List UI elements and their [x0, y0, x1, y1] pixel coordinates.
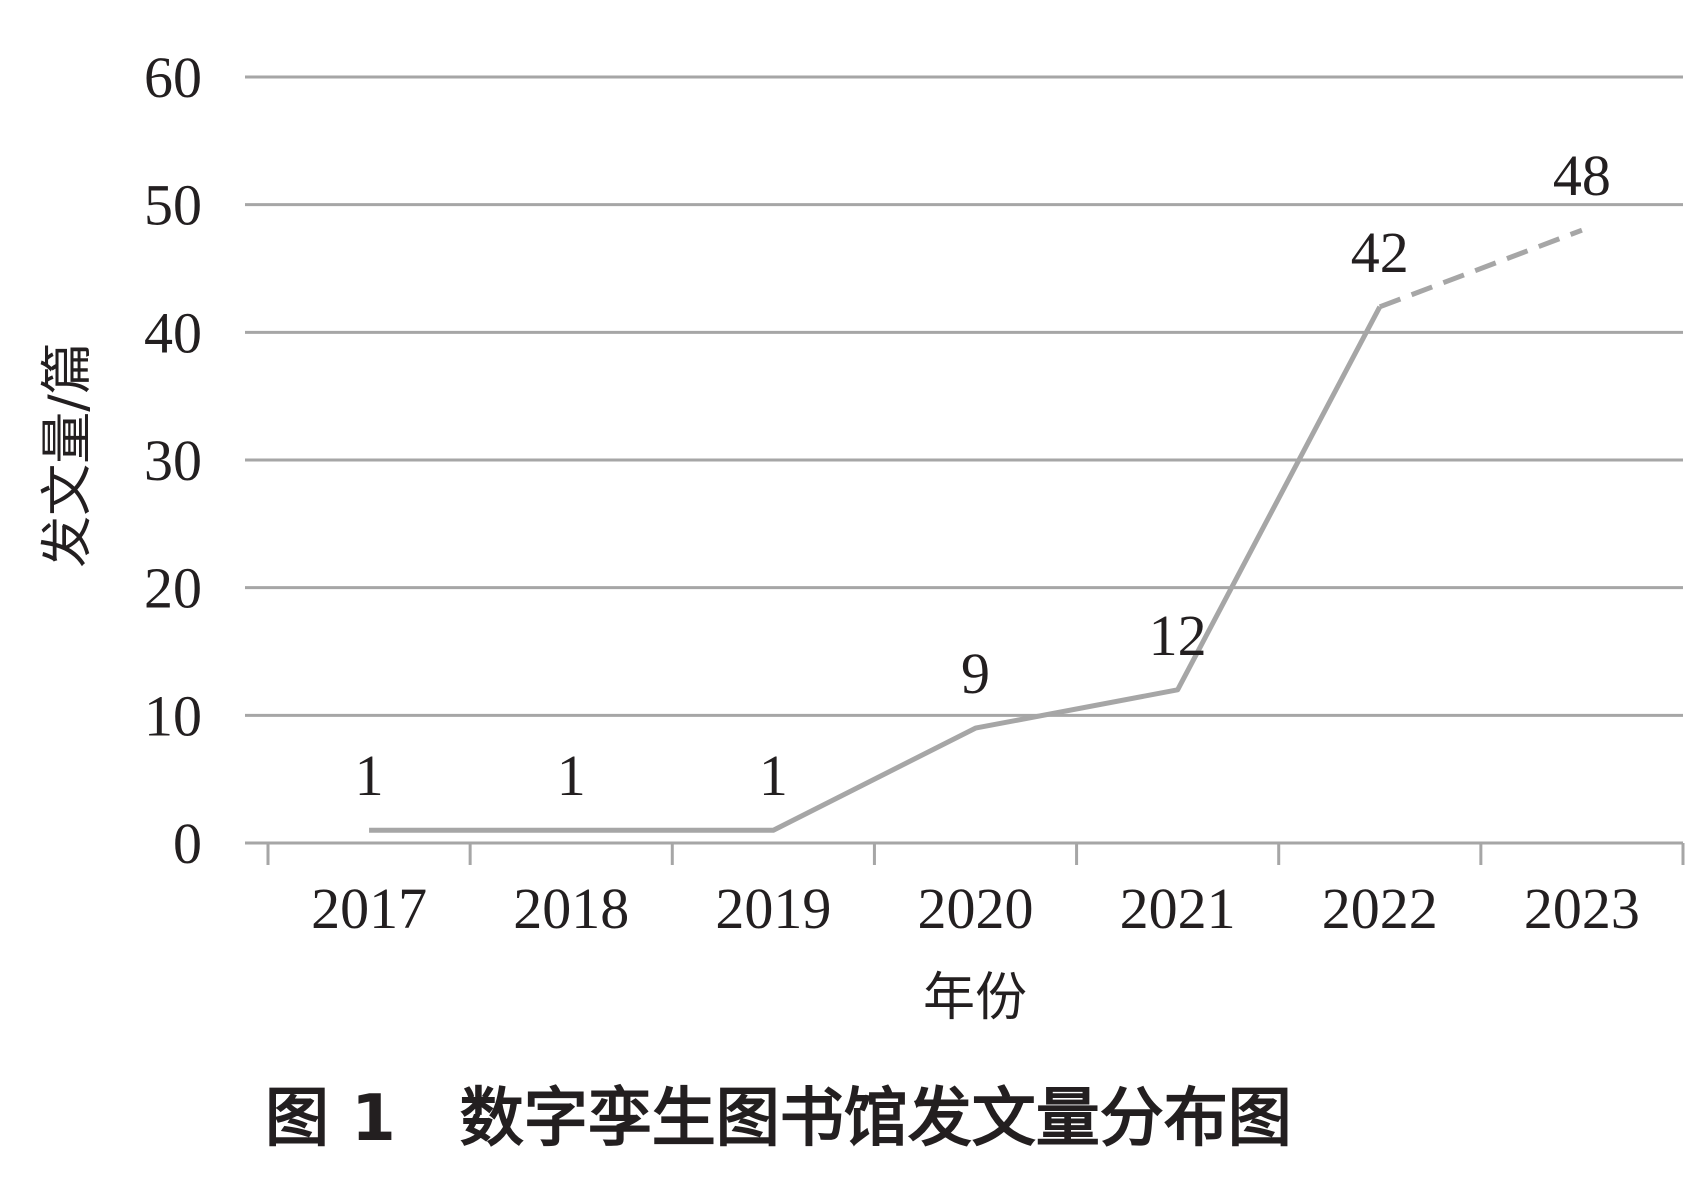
y-tick-label: 0: [173, 811, 202, 876]
series-line-solid: [369, 305, 1382, 833]
x-tick-label: 2022: [1322, 876, 1438, 941]
data-labels: 1 1 1 9 12 42 48: [355, 143, 1611, 808]
x-tick-label: 2019: [715, 876, 831, 941]
x-tick-label: 2023: [1524, 876, 1640, 941]
y-tick-label: 10: [144, 683, 202, 748]
series-line: [369, 227, 1583, 833]
x-tick-label: 2020: [918, 876, 1034, 941]
y-tick-label: 40: [144, 300, 202, 365]
x-axis: [245, 841, 1685, 865]
data-label: 1: [759, 743, 788, 808]
y-tick-label: 50: [144, 173, 202, 238]
y-tick-label: 60: [144, 45, 202, 110]
data-label: 42: [1351, 220, 1409, 285]
gridlines: [245, 75, 1683, 717]
y-axis-ticks: 0 10 20 30 40 50 60: [144, 45, 202, 876]
y-axis-title: 发文量/篇: [38, 342, 98, 568]
data-label: 1: [355, 743, 384, 808]
data-label: 12: [1149, 603, 1207, 668]
y-tick-label: 20: [144, 556, 202, 621]
x-axis-title: 年份: [923, 968, 1027, 1028]
x-tick-label: 2018: [513, 876, 629, 941]
y-tick-label: 30: [144, 428, 202, 493]
x-axis-ticks: 2017 2018 2019 2020 2021 2022 2023: [311, 876, 1640, 941]
x-tick-label: 2021: [1120, 876, 1236, 941]
x-tick-label: 2017: [311, 876, 427, 941]
series-line-dashed: [1378, 227, 1583, 310]
data-label: 9: [961, 641, 990, 706]
data-label: 48: [1553, 143, 1611, 208]
figure-caption: 图 1 数字孪生图书馆发文量分布图: [265, 1082, 1292, 1156]
data-label: 1: [557, 743, 586, 808]
